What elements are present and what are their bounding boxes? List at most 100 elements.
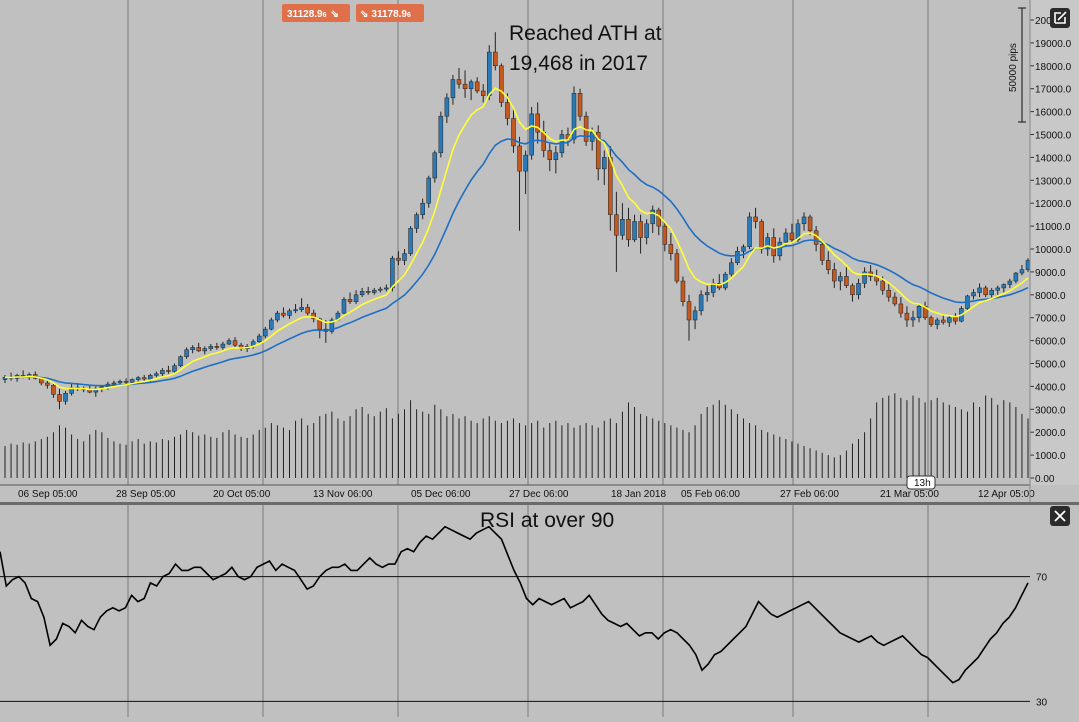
- candle-body: [305, 307, 310, 314]
- candle-body: [862, 271, 867, 284]
- price-axis-tick-label: 15000.0: [1035, 131, 1072, 142]
- candle-body: [898, 303, 904, 314]
- candle: [305, 303, 310, 316]
- candle: [317, 317, 323, 339]
- candle: [408, 226, 413, 256]
- candle: [166, 365, 171, 374]
- time-axis-tick-label: 05 Feb 06:00: [681, 489, 740, 500]
- candle: [971, 289, 976, 300]
- candle: [184, 347, 189, 359]
- candle-body: [547, 150, 553, 160]
- candle-body: [45, 382, 50, 386]
- candle-body: [347, 299, 353, 302]
- candle-body: [178, 356, 183, 367]
- candle: [995, 285, 1000, 295]
- candle: [511, 107, 516, 153]
- close-icon[interactable]: [1050, 506, 1070, 526]
- candle-body: [269, 319, 274, 330]
- candle-body: [523, 154, 528, 172]
- candle: [662, 221, 668, 252]
- edit-chart-icon[interactable]: [1050, 8, 1070, 28]
- candle: [232, 337, 238, 348]
- price-axis-tick-label: 17000.0: [1035, 85, 1072, 96]
- candle: [523, 150, 528, 195]
- pips-scale-label: 50000 pips: [1008, 43, 1019, 92]
- candle-body: [983, 287, 988, 296]
- candle-body: [160, 370, 165, 375]
- candle: [450, 74, 456, 105]
- candle-body: [941, 319, 946, 323]
- candle: [698, 290, 704, 316]
- candle-body: [741, 246, 746, 252]
- candle-body: [396, 257, 401, 261]
- candle: [614, 191, 619, 272]
- bid-price-badge[interactable]: 31128.96 ⇘: [282, 4, 350, 22]
- candle-body: [256, 335, 262, 342]
- candle: [420, 198, 425, 220]
- rsi-layer: 70 30: [0, 525, 1048, 708]
- time-axis-tick-label: 13 Nov 06:00: [313, 489, 373, 500]
- rsi-annotation: RSI at over 90: [480, 509, 614, 532]
- candle-body: [614, 214, 619, 236]
- candle: [928, 315, 934, 327]
- candle: [819, 239, 825, 266]
- candle-body: [553, 152, 559, 160]
- candle: [1013, 271, 1019, 284]
- time-axis-tick-label: 27 Feb 06:00: [780, 489, 839, 500]
- candle: [801, 212, 807, 231]
- candle: [275, 310, 280, 323]
- pane-divider[interactable]: [0, 502, 1079, 505]
- candle-body: [117, 381, 123, 384]
- candle-body: [638, 221, 643, 238]
- price-axis-tick-label: 14000.0: [1035, 153, 1072, 164]
- candle-body: [729, 262, 734, 275]
- price-axis-tick-label: 3000.0: [1035, 405, 1066, 416]
- candle-body: [1025, 260, 1031, 270]
- candle: [977, 283, 982, 298]
- candle: [51, 384, 56, 398]
- candle: [838, 271, 843, 291]
- price-axis-tick-label: 19000.0: [1035, 39, 1072, 50]
- candle-body: [480, 90, 486, 96]
- candle-body: [450, 79, 456, 99]
- candle: [341, 297, 347, 315]
- timeframe-marker[interactable]: 13h: [906, 475, 936, 490]
- candle-body: [172, 365, 177, 372]
- rsi-level-label: 70: [1036, 573, 1048, 584]
- candle-body: [535, 113, 540, 133]
- candle-body: [759, 221, 764, 250]
- ask-price-badge[interactable]: ⇘ 31178.96: [356, 4, 424, 22]
- candle-body: [511, 118, 516, 147]
- candle: [674, 249, 680, 284]
- time-axis-tick-label: 27 Dec 06:00: [509, 489, 569, 500]
- price-axis-tick-label: 10000.0: [1035, 245, 1072, 256]
- candle: [535, 102, 540, 144]
- candle-body: [668, 244, 674, 254]
- candle: [414, 212, 419, 233]
- candle: [989, 287, 994, 300]
- candle: [281, 307, 286, 318]
- candle: [825, 251, 831, 275]
- candle-body: [807, 216, 813, 231]
- candle-body: [63, 393, 68, 402]
- candle-body: [420, 202, 425, 215]
- candle-body: [468, 81, 474, 89]
- candle: [644, 219, 649, 245]
- candle-body: [686, 301, 692, 321]
- candle: [632, 214, 637, 243]
- candle: [741, 244, 746, 259]
- ath-annotation-line1: Reached ATH at: [509, 22, 662, 45]
- candle-body: [371, 289, 377, 293]
- candle: [63, 390, 68, 405]
- candle-body: [263, 328, 268, 337]
- candle: [904, 306, 910, 327]
- candle: [220, 341, 226, 350]
- candle-body: [51, 385, 56, 395]
- candle: [474, 77, 480, 94]
- candle-body: [795, 223, 801, 241]
- candle-body: [135, 377, 141, 380]
- candle: [934, 317, 940, 330]
- candle: [602, 150, 607, 185]
- candle-body: [692, 310, 698, 321]
